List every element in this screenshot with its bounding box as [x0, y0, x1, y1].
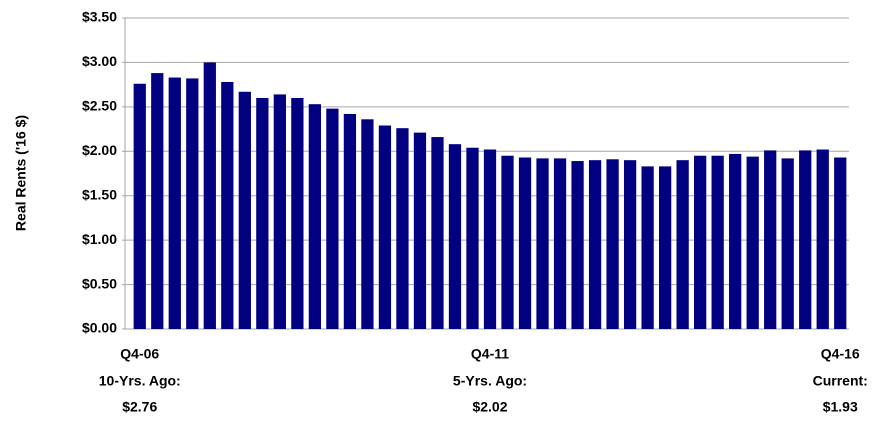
bar	[413, 132, 427, 329]
bar	[343, 113, 357, 329]
bar	[466, 147, 479, 329]
bar	[746, 156, 759, 329]
bar	[168, 77, 181, 329]
y-tick-label: $0.50	[82, 275, 117, 291]
x-tick-label: Q4-16	[821, 346, 860, 362]
bar	[238, 91, 251, 329]
bar	[816, 149, 829, 329]
y-tick-label: $2.50	[82, 98, 117, 114]
bar	[764, 150, 777, 329]
bar	[326, 108, 339, 330]
bar	[834, 157, 847, 329]
annotation-title: 10-Yrs. Ago:	[99, 373, 181, 389]
y-tick-label: $2.00	[82, 142, 117, 158]
bar	[151, 73, 164, 329]
y-tick-label: $0.00	[82, 320, 117, 336]
y-tick-label: $3.00	[82, 53, 117, 69]
bar	[536, 158, 549, 329]
bar	[483, 149, 497, 329]
bar	[291, 97, 304, 329]
bar	[694, 155, 707, 329]
bar	[676, 160, 689, 329]
bar	[203, 62, 216, 330]
bar	[799, 150, 812, 329]
bar	[641, 166, 654, 329]
x-tick-label: Q4-06	[120, 346, 159, 362]
bar	[431, 137, 444, 329]
bar	[781, 158, 794, 329]
bar	[308, 104, 322, 329]
bar	[658, 166, 672, 329]
bar	[361, 119, 374, 329]
bar	[623, 160, 637, 329]
annotation-text: $2.76	[122, 399, 157, 415]
bar	[571, 161, 584, 329]
bar	[448, 144, 462, 329]
bar	[221, 81, 234, 329]
bar	[518, 157, 532, 329]
x-tick-label: Q4-11	[471, 346, 509, 362]
bar	[588, 160, 602, 329]
bar	[553, 158, 567, 329]
bar	[186, 78, 199, 330]
y-tick-label: $3.50	[82, 9, 117, 25]
y-tick-label: $1.50	[82, 186, 117, 202]
bar	[378, 125, 392, 329]
bar	[133, 83, 146, 329]
bar	[256, 97, 269, 329]
annotation-text: $2.02	[472, 399, 507, 415]
bar	[273, 94, 286, 329]
annotation-title: 5-Yrs. Ago:	[453, 373, 527, 389]
y-tick-label: $1.00	[82, 231, 117, 247]
bar	[396, 128, 409, 329]
bar	[729, 153, 742, 329]
y-axis-label: Real Rents ('16 $)	[13, 115, 29, 231]
annotation-text: $1.93	[823, 399, 858, 415]
bar	[501, 155, 514, 329]
bar	[606, 159, 619, 329]
bar	[711, 155, 724, 329]
annotation-title: Current:	[813, 373, 868, 389]
